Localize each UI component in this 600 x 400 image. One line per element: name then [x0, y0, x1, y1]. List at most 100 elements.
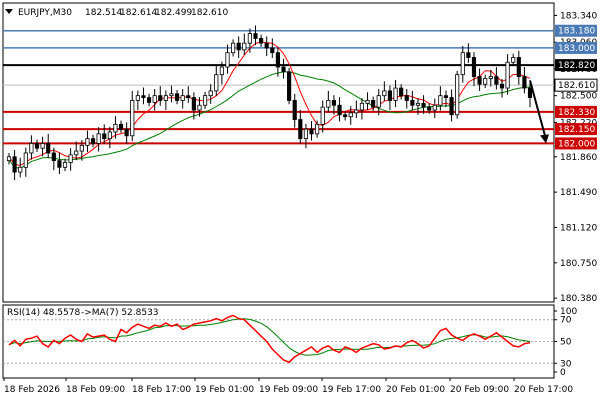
candle[interactable]: [259, 34, 264, 47]
candle[interactable]: [40, 136, 45, 157]
candle[interactable]: [242, 33, 247, 56]
candle[interactable]: [438, 86, 443, 111]
candle[interactable]: [118, 120, 124, 133]
candle[interactable]: [197, 97, 202, 117]
candle[interactable]: [399, 84, 404, 100]
candle[interactable]: [18, 157, 23, 178]
candle[interactable]: [208, 84, 213, 104]
candle[interactable]: [499, 78, 505, 98]
candle[interactable]: [231, 39, 236, 57]
candle[interactable]: [387, 85, 393, 111]
candle[interactable]: [146, 93, 152, 107]
candle[interactable]: [23, 147, 28, 177]
candle[interactable]: [516, 50, 521, 85]
rsi-header: RSI(14) 48.5578 ->MA(7) 52.8533: [7, 308, 159, 318]
candle[interactable]: [404, 88, 409, 109]
candle[interactable]: [253, 25, 258, 46]
candle[interactable]: [371, 96, 376, 111]
candle[interactable]: [460, 46, 465, 83]
candle[interactable]: [191, 92, 196, 120]
candle[interactable]: [505, 54, 510, 95]
candle[interactable]: [343, 110, 348, 121]
candle[interactable]: [186, 86, 191, 103]
candle[interactable]: [96, 127, 101, 152]
candle[interactable]: [51, 147, 56, 171]
candle[interactable]: [455, 70, 460, 119]
candle[interactable]: [415, 98, 421, 115]
candle[interactable]: [315, 120, 320, 138]
candle[interactable]: [320, 100, 325, 133]
candle[interactable]: [68, 148, 73, 171]
candle[interactable]: [331, 95, 337, 115]
candle[interactable]: [85, 130, 90, 153]
candle[interactable]: [113, 116, 118, 139]
candle[interactable]: [74, 141, 79, 161]
candle[interactable]: [281, 58, 286, 79]
candle[interactable]: [287, 67, 292, 105]
candle[interactable]: [337, 97, 342, 122]
candle[interactable]: [264, 36, 269, 57]
price-tick-label: 180.380: [560, 294, 597, 304]
candle[interactable]: [427, 103, 432, 114]
candle[interactable]: [432, 98, 437, 119]
candle[interactable]: [130, 90, 135, 142]
candle[interactable]: [292, 93, 297, 128]
candle[interactable]: [471, 52, 477, 87]
candle[interactable]: [466, 43, 471, 63]
candle[interactable]: [270, 38, 275, 58]
candle[interactable]: [247, 28, 252, 53]
candle[interactable]: [494, 67, 499, 90]
candle[interactable]: [90, 134, 96, 148]
candle[interactable]: [449, 89, 454, 122]
candle[interactable]: [309, 120, 314, 141]
candle[interactable]: [298, 110, 303, 144]
candle[interactable]: [359, 98, 365, 120]
candle[interactable]: [410, 90, 415, 111]
candle[interactable]: [382, 81, 387, 101]
candle[interactable]: [12, 150, 17, 181]
candle[interactable]: [214, 65, 219, 97]
candle[interactable]: [107, 126, 112, 149]
candle[interactable]: [152, 88, 157, 111]
candle[interactable]: [365, 92, 370, 111]
candle[interactable]: [180, 88, 185, 109]
candle[interactable]: [477, 68, 482, 91]
current-price-tag: [554, 78, 598, 92]
candle[interactable]: [443, 90, 449, 108]
candle[interactable]: [174, 89, 180, 105]
candle[interactable]: [511, 53, 516, 67]
candle[interactable]: [57, 152, 62, 174]
candle[interactable]: [29, 135, 34, 160]
bear-candle-body: [494, 76, 499, 85]
candle[interactable]: [79, 140, 84, 161]
candle[interactable]: [275, 47, 280, 77]
candle[interactable]: [141, 87, 146, 105]
candle[interactable]: [62, 158, 68, 172]
candle[interactable]: [225, 44, 230, 74]
candle[interactable]: [219, 61, 224, 85]
candle[interactable]: [421, 95, 426, 114]
candle[interactable]: [158, 86, 163, 106]
candle[interactable]: [326, 90, 331, 113]
candle[interactable]: [483, 74, 488, 89]
candle[interactable]: [163, 90, 168, 111]
candle[interactable]: [527, 82, 533, 108]
candle[interactable]: [488, 69, 493, 87]
candle[interactable]: [376, 88, 381, 116]
candle[interactable]: [522, 67, 527, 94]
candle[interactable]: [34, 139, 40, 153]
candle[interactable]: [348, 106, 353, 125]
candle[interactable]: [124, 122, 129, 144]
candle[interactable]: [6, 152, 12, 165]
candle[interactable]: [102, 124, 107, 144]
collapse-triangle-icon[interactable]: [5, 9, 13, 14]
candle[interactable]: [393, 79, 398, 108]
candle[interactable]: [303, 123, 308, 149]
candle[interactable]: [169, 85, 174, 103]
candle[interactable]: [135, 90, 140, 111]
candle[interactable]: [46, 133, 51, 159]
candle[interactable]: [236, 36, 241, 58]
candle[interactable]: [354, 100, 359, 119]
candle[interactable]: [202, 91, 208, 110]
